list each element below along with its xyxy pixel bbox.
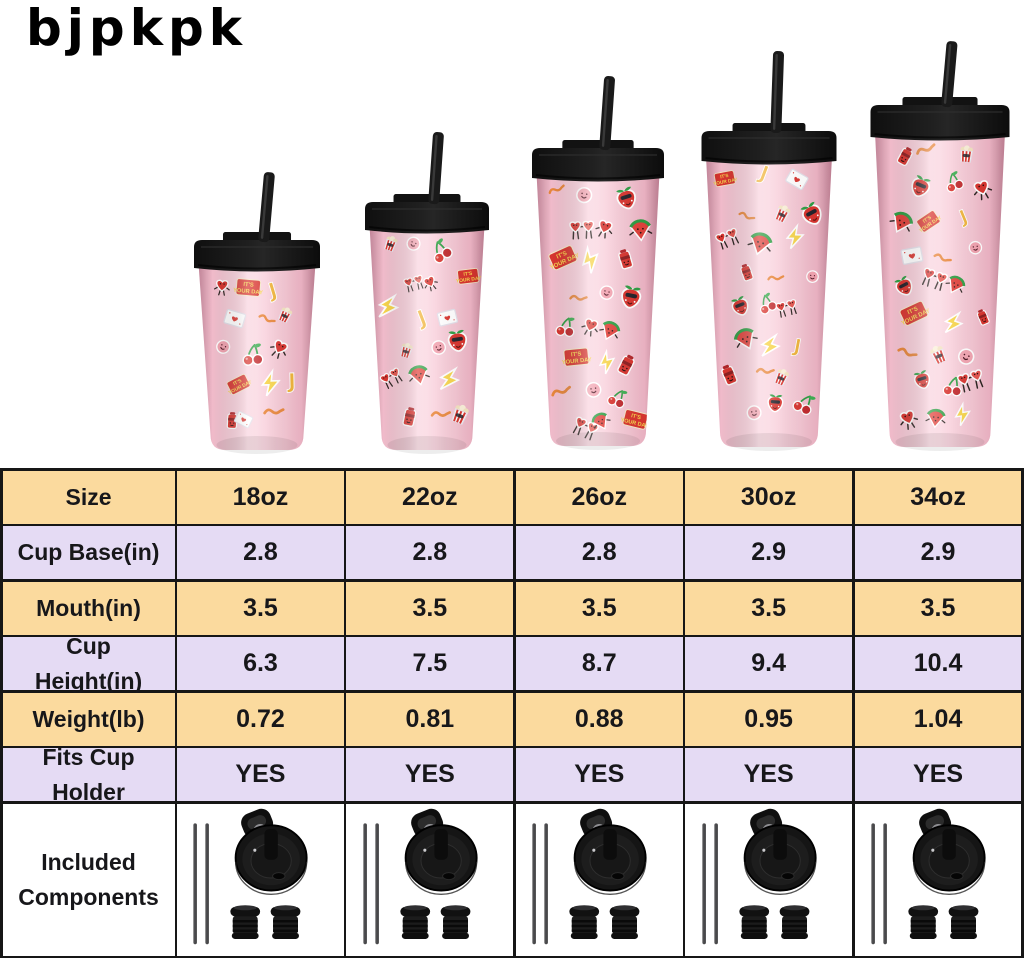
row-label-cup-base-in: Cup Base(in) bbox=[2, 526, 175, 579]
brand-logo: bjpkpk bbox=[26, 0, 248, 57]
included-components-illustration bbox=[532, 808, 647, 944]
straw bbox=[941, 41, 958, 108]
cell-mouth-in-26oz: 3.5 bbox=[515, 581, 683, 635]
straws-icon bbox=[701, 822, 718, 944]
straw bbox=[599, 76, 615, 151]
flip-lid-icon bbox=[404, 808, 478, 895]
cell-size-30oz: 30oz bbox=[685, 470, 853, 524]
flip-lid-icon bbox=[235, 808, 308, 895]
included-components-illustration bbox=[871, 808, 986, 944]
cup-pattern bbox=[543, 184, 655, 442]
straws-icon bbox=[871, 822, 887, 944]
cup-pattern bbox=[711, 159, 826, 422]
included-components-illustration bbox=[363, 808, 478, 944]
cell-weight-lb-26oz: 0.88 bbox=[515, 692, 683, 746]
cell-mouth-in-18oz: 3.5 bbox=[177, 581, 344, 635]
cell-fits-cup-holder-30oz: YES bbox=[685, 748, 853, 801]
cell-cup-height-in-18oz: 6.3 bbox=[177, 637, 344, 690]
cell-included-components-34oz bbox=[854, 803, 1022, 956]
cup-pattern bbox=[213, 273, 297, 430]
cell-size-18oz: 18oz bbox=[177, 470, 344, 524]
flip-lid-icon bbox=[912, 808, 986, 895]
cell-mouth-in-34oz: 3.5 bbox=[854, 581, 1022, 635]
cup-lid bbox=[701, 123, 837, 165]
cell-cup-base-in-30oz: 2.9 bbox=[685, 526, 853, 579]
cup-body bbox=[369, 220, 485, 450]
cell-included-components-26oz bbox=[515, 803, 683, 956]
included-components-illustration bbox=[193, 808, 308, 944]
tumbler-26oz bbox=[532, 76, 664, 450]
row-label-size: Size bbox=[2, 470, 175, 524]
row-label-mouth-in: Mouth(in) bbox=[2, 581, 175, 635]
sealing-plugs-icon bbox=[738, 904, 809, 939]
cell-weight-lb-18oz: 0.72 bbox=[177, 692, 344, 746]
cell-cup-base-in-34oz: 2.9 bbox=[854, 526, 1022, 579]
cell-cup-base-in-26oz: 2.8 bbox=[515, 526, 683, 579]
cell-included-components-22oz bbox=[346, 803, 514, 956]
sealing-plugs-icon bbox=[400, 904, 471, 939]
cell-mouth-in-30oz: 3.5 bbox=[685, 581, 853, 635]
cup-body bbox=[706, 151, 832, 447]
sealing-plugs-icon bbox=[908, 904, 979, 939]
row-label-cup-height-in: Cup Height(in) bbox=[2, 633, 175, 694]
included-components-illustration bbox=[701, 808, 817, 944]
cup-lid bbox=[870, 97, 1010, 141]
straws-icon bbox=[532, 822, 549, 944]
cell-weight-lb-30oz: 0.95 bbox=[685, 692, 853, 746]
sealing-plugs-icon bbox=[569, 904, 640, 939]
straw bbox=[258, 172, 275, 243]
cell-cup-height-in-34oz: 10.4 bbox=[854, 637, 1022, 690]
tumbler-22oz bbox=[365, 132, 489, 454]
cup-lid bbox=[532, 140, 664, 182]
cup-lid bbox=[194, 232, 320, 272]
cell-weight-lb-22oz: 0.81 bbox=[346, 692, 514, 746]
row-label-included-components: Included Components bbox=[2, 803, 175, 956]
tumbler-18oz bbox=[194, 172, 320, 454]
cell-cup-height-in-26oz: 8.7 bbox=[515, 637, 683, 690]
row-label-fits-cup-holder: Fits Cup Holder bbox=[2, 744, 175, 805]
tumbler-lineup-illustration: IT'S YOUR DAY J bbox=[194, 41, 1010, 454]
flip-lid-icon bbox=[573, 808, 647, 895]
cell-fits-cup-holder-22oz: YES bbox=[346, 748, 514, 801]
cell-cup-base-in-18oz: 2.8 bbox=[177, 526, 344, 579]
spec-table: Size 18oz 22oz 26oz 30oz 34oz Cup Base(in) 2.8 2… bbox=[0, 468, 1024, 958]
row-label-weight-lb: Weight(lb) bbox=[2, 692, 175, 746]
cell-fits-cup-holder-34oz: YES bbox=[854, 748, 1022, 801]
cell-size-26oz: 26oz bbox=[515, 470, 683, 524]
tumbler-30oz bbox=[701, 50, 837, 451]
cell-size-22oz: 22oz bbox=[346, 470, 514, 524]
cup-body bbox=[875, 127, 1005, 447]
straw bbox=[770, 50, 785, 134]
cell-fits-cup-holder-18oz: YES bbox=[177, 748, 344, 801]
straws-icon bbox=[363, 822, 379, 944]
cell-cup-base-in-22oz: 2.8 bbox=[346, 526, 514, 579]
sealing-plugs-icon bbox=[230, 904, 301, 939]
cup-pattern bbox=[885, 143, 995, 432]
cup-lid bbox=[365, 194, 489, 234]
cell-cup-height-in-22oz: 7.5 bbox=[346, 637, 514, 690]
cup-body bbox=[198, 258, 316, 450]
cell-cup-height-in-30oz: 9.4 bbox=[685, 637, 853, 690]
cup-pattern bbox=[374, 233, 482, 428]
cell-size-34oz: 34oz bbox=[854, 470, 1022, 524]
straw bbox=[428, 132, 444, 205]
straws-icon bbox=[193, 822, 210, 944]
cell-mouth-in-22oz: 3.5 bbox=[346, 581, 514, 635]
tumbler-34oz bbox=[870, 41, 1010, 451]
cell-included-components-18oz bbox=[177, 803, 344, 956]
flip-lid-icon bbox=[743, 808, 817, 895]
cell-included-components-30oz bbox=[685, 803, 853, 956]
cup-body bbox=[536, 168, 660, 446]
cell-weight-lb-34oz: 1.04 bbox=[854, 692, 1022, 746]
cell-fits-cup-holder-26oz: YES bbox=[515, 748, 683, 801]
